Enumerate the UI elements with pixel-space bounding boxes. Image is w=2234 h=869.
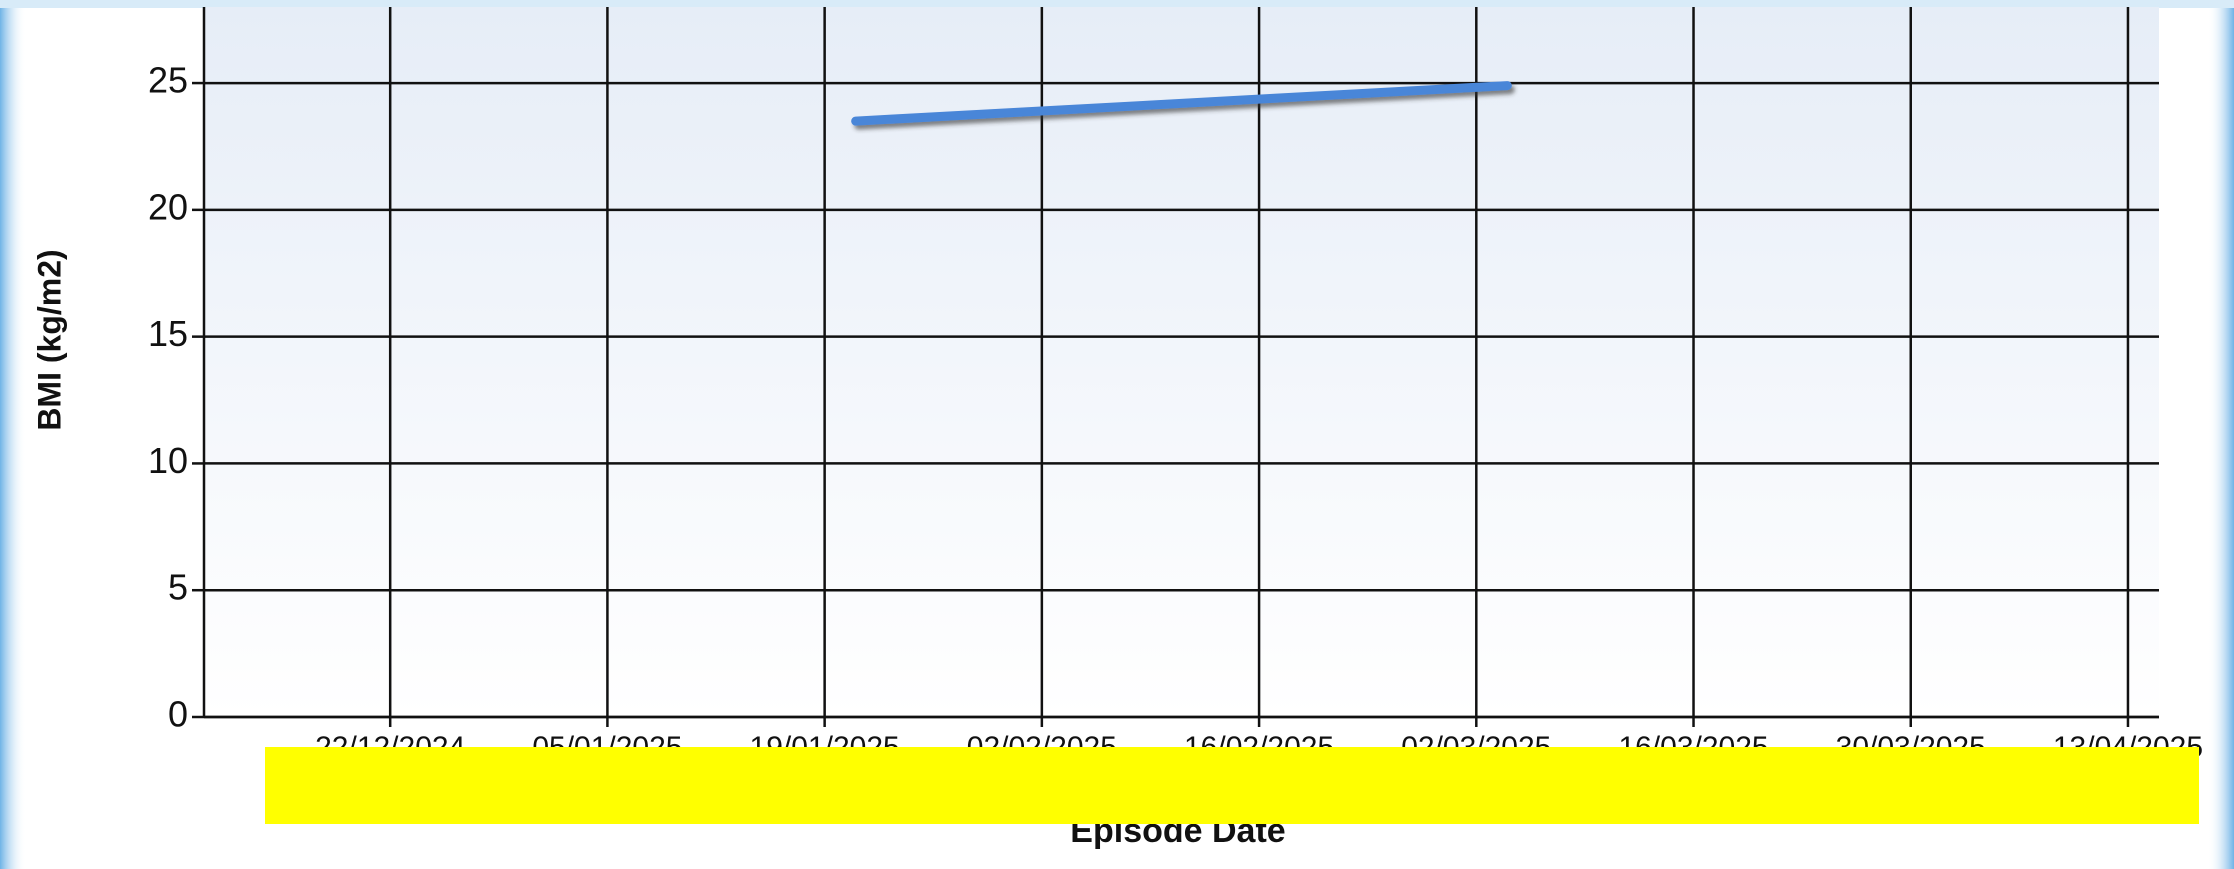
data-line	[851, 81, 1512, 126]
marks	[851, 81, 1512, 126]
y-tick-label: 10	[148, 440, 188, 481]
y-axis-label: BMI (kg/m2)	[31, 249, 67, 430]
edge-left	[0, 0, 26, 869]
y-tick-label: 25	[148, 60, 188, 101]
redaction-box	[265, 747, 2199, 824]
edge-right	[2208, 0, 2234, 869]
y-tick-label: 5	[168, 567, 188, 608]
y-tick-label: 0	[168, 694, 188, 735]
grid	[192, 7, 2159, 727]
y-tick-label: 15	[148, 313, 188, 354]
y-tick-label: 20	[148, 186, 188, 227]
edge-top	[0, 0, 2234, 8]
plot-area	[204, 7, 2159, 717]
